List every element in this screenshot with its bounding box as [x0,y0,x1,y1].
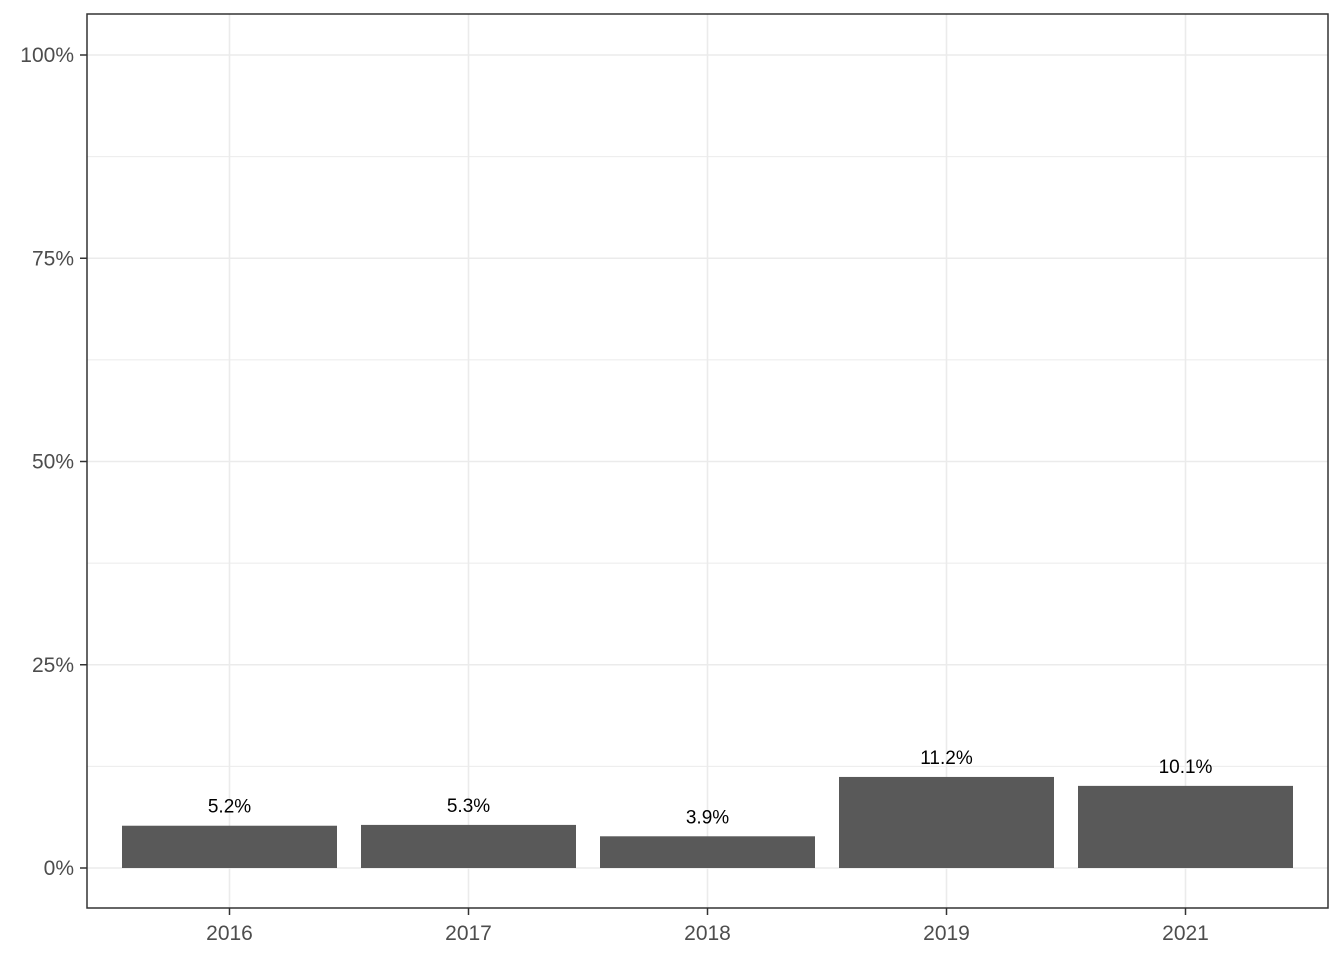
data-labels: 5.2% 5.3% 3.9% 11.2% 10.1% [208,748,1213,828]
data-label-2018: 3.9% [686,807,729,828]
y-tick-label: 0% [44,857,74,880]
bar-2021 [1078,785,1293,868]
panel-border [86,13,1329,909]
x-tick-label: 2019 [923,922,970,945]
bars [122,776,1293,868]
data-label-2021: 10.1% [1159,757,1213,778]
bar-2017 [361,824,576,868]
x-axis: 2016 2017 2018 2019 2021 [206,908,1209,945]
data-label-2016: 5.2% [208,797,251,818]
x-tick-label: 2021 [1162,922,1209,945]
y-tick-label: 75% [32,247,74,270]
y-tick-label: 25% [32,654,74,677]
y-tick-label: 50% [32,451,74,474]
data-label-2019: 11.2% [920,748,973,769]
y-tick-label: 100% [20,44,74,67]
x-tick-label: 2017 [445,922,492,945]
bar-2018 [600,836,815,868]
data-label-2017: 5.3% [447,796,490,817]
major-gridlines [87,14,1328,908]
x-tick-label: 2018 [684,922,731,945]
bar-2016 [122,825,337,868]
x-tick-label: 2016 [206,922,253,945]
y-axis: 0% 25% 50% 75% 100% [20,44,87,880]
bar-2019 [839,776,1054,868]
